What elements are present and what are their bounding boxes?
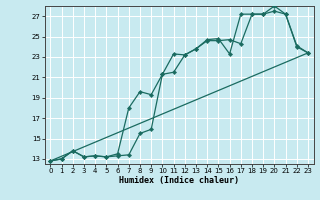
X-axis label: Humidex (Indice chaleur): Humidex (Indice chaleur) <box>119 176 239 185</box>
